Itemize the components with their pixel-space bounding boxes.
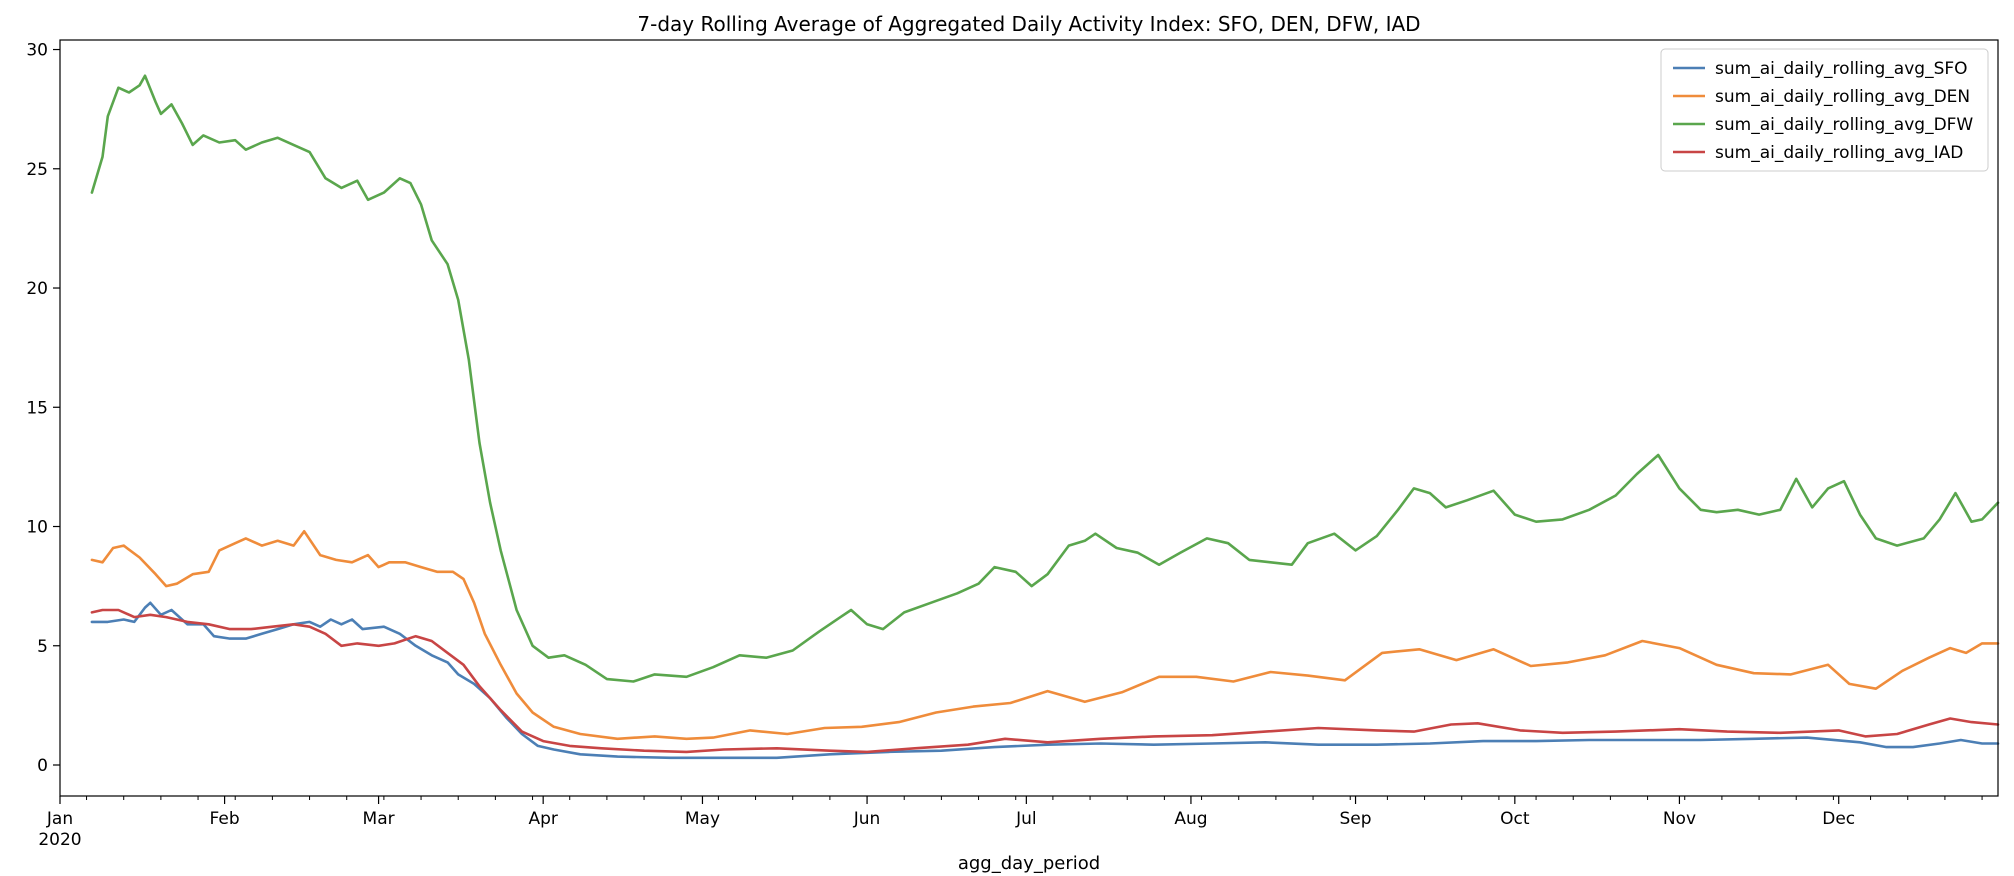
y-tick-label-2: 10 <box>26 518 48 538</box>
legend-label-3: sum_ai_daily_rolling_avg_IAD <box>1715 143 1963 163</box>
chart-title: 7-day Rolling Average of Aggregated Dail… <box>637 12 1420 36</box>
x-tick-label-8: Sep <box>1340 809 1372 829</box>
series-layer <box>90 74 2000 760</box>
y-tick-label-3: 15 <box>26 398 48 418</box>
x-tick-label-3: Apr <box>528 809 557 829</box>
y-tick-label-1: 5 <box>37 637 48 657</box>
legend-label-2: sum_ai_daily_rolling_avg_DFW <box>1715 115 1973 135</box>
legend-box <box>1660 48 1989 172</box>
legend-label-1: sum_ai_daily_rolling_avg_DEN <box>1715 87 1970 107</box>
x-axis-title: agg_day_period <box>958 853 1100 874</box>
y-tick-label-4: 20 <box>26 279 48 299</box>
x-tick-label-11: Dec <box>1822 809 1855 829</box>
x-tick-sublabel-0: 2020 <box>38 830 81 850</box>
x-tick-label-5: Jun <box>853 809 881 829</box>
series-line-2 <box>90 74 2000 683</box>
series-line-1 <box>90 530 2000 741</box>
series-line-0 <box>90 601 2000 760</box>
y-tick-label-5: 25 <box>26 160 48 180</box>
legend: sum_ai_daily_rolling_avg_SFO sum_ai_daily… <box>1660 48 1989 172</box>
x-tick-label-10: Nov <box>1663 809 1696 829</box>
legend-label-0: sum_ai_daily_rolling_avg_SFO <box>1715 59 1968 79</box>
x-tick-label-2: Mar <box>363 809 395 829</box>
x-tick-label-4: May <box>685 809 720 829</box>
y-tick-label-0: 0 <box>37 756 48 776</box>
x-tick-label-1: Feb <box>210 809 240 829</box>
x-tick-label-6: Jul <box>1015 809 1037 829</box>
x-tick-label-7: Aug <box>1174 809 1207 829</box>
y-axis: 0 5 10 15 20 25 30 <box>26 41 60 776</box>
plot-frame <box>59 39 1999 797</box>
x-tick-label-9: Oct <box>1500 809 1530 829</box>
series-line-3 <box>90 608 2000 754</box>
x-tick-label-0: Jan <box>46 809 73 829</box>
y-tick-label-6: 30 <box>26 41 48 61</box>
